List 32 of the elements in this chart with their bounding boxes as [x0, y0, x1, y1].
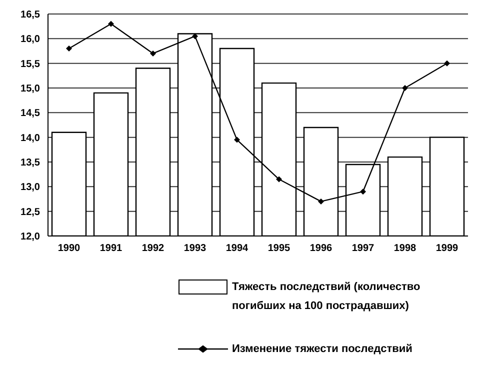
x-tick-label: 1998	[394, 243, 417, 254]
legend-label: Тяжесть последствий (количество погибших на 100 пострадавших)	[232, 280, 422, 314]
x-tick-label: 1991	[100, 243, 123, 254]
x-tick-label: 1999	[436, 243, 459, 254]
y-tick-label: 15,5	[20, 58, 40, 70]
point	[192, 33, 198, 40]
y-tick-label: 14,0	[20, 132, 40, 144]
y-tick-label: 16,5	[20, 10, 40, 21]
x-tick-label: 1996	[310, 243, 333, 254]
y-tick-label: 12,5	[20, 206, 40, 218]
y-tick-label: 15,0	[20, 84, 40, 95]
y-tick-label: 16,0	[20, 34, 40, 46]
point	[276, 176, 282, 182]
y-tick-label: 12,0	[20, 232, 40, 243]
x-tick-label: 1994	[226, 243, 249, 254]
point	[108, 20, 114, 27]
x-tick-label: 1992	[142, 243, 165, 254]
x-tick-label: 1995	[268, 243, 291, 254]
point	[66, 46, 72, 52]
point	[402, 85, 408, 91]
y-tick-label: 13,5	[20, 158, 40, 169]
x-tick-label: 1990	[58, 243, 81, 254]
point	[150, 50, 156, 56]
x-tick-label: 1993	[184, 243, 207, 254]
point	[360, 188, 366, 195]
legend-label: Изменение тяжести последствий	[232, 342, 414, 357]
point	[234, 136, 240, 143]
y-tick-label: 14,5	[20, 108, 40, 120]
point	[444, 60, 450, 66]
x-tick-label: 1997	[352, 243, 375, 254]
point	[318, 198, 324, 204]
y-tick-label: 13,0	[20, 182, 40, 194]
